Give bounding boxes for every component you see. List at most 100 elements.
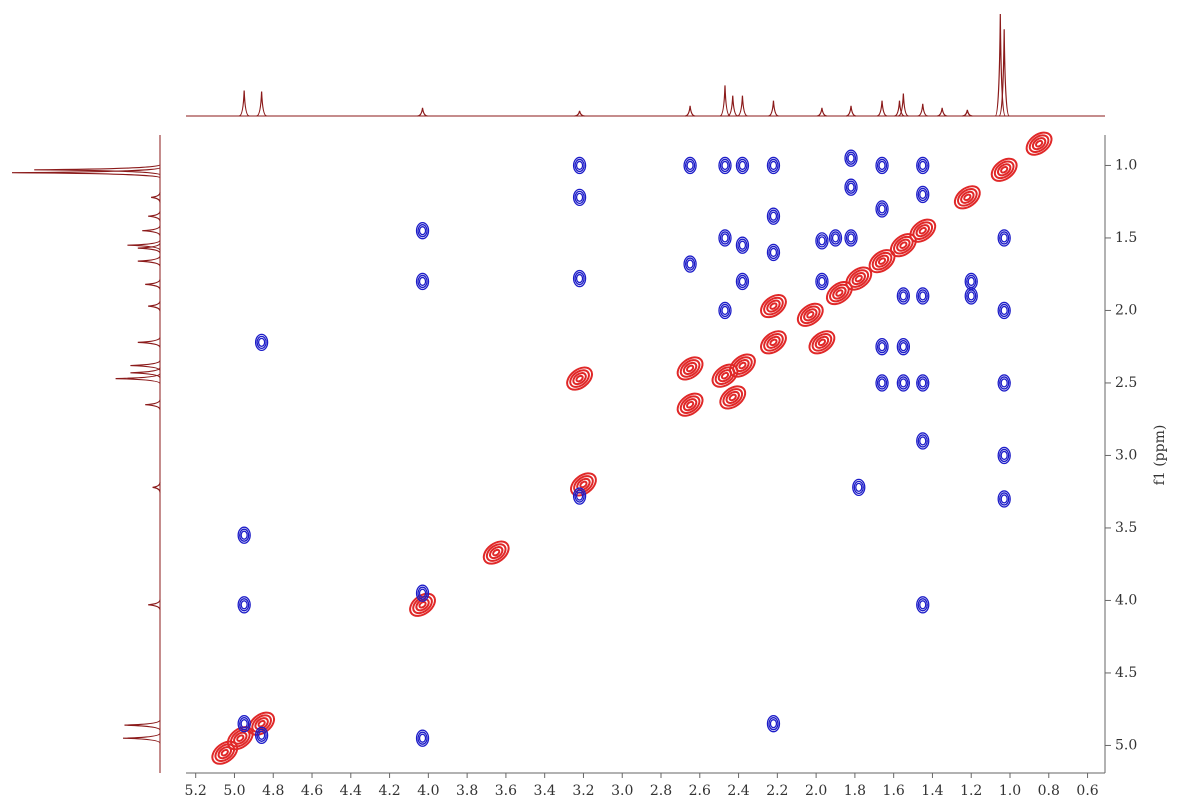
contour (737, 274, 748, 289)
x-tick-label: 1.6 (883, 783, 905, 799)
contour (899, 378, 908, 388)
cross-peak (875, 338, 889, 356)
contour (766, 156, 781, 175)
contour (676, 392, 704, 417)
contour (828, 229, 843, 247)
contour (814, 335, 830, 349)
contour (1000, 378, 1008, 388)
contour (766, 207, 781, 225)
contour (845, 266, 873, 291)
left-projection-peak (142, 225, 161, 236)
contour (816, 234, 828, 248)
cross-peak (916, 287, 930, 305)
cross-peak (683, 156, 697, 175)
contour (728, 393, 737, 402)
contour (830, 231, 841, 245)
contour (845, 231, 857, 245)
contour (796, 302, 824, 327)
contour (488, 546, 504, 560)
contour (237, 596, 251, 614)
cross-peak (896, 338, 911, 356)
contour (574, 489, 585, 503)
diagonal-peak (211, 740, 239, 765)
contour (898, 376, 909, 390)
contour (256, 728, 267, 742)
contour (738, 361, 747, 370)
cross-peak (415, 272, 430, 291)
contour (737, 238, 748, 252)
contour (575, 491, 584, 501)
left-projection-peak (11, 167, 161, 179)
diagonal-peak (1025, 131, 1053, 156)
cross-peak (875, 156, 889, 175)
contour (575, 374, 584, 383)
contour (999, 376, 1010, 390)
contour (418, 733, 427, 743)
top-projection-peak (917, 103, 928, 117)
cross-peak (997, 490, 1011, 508)
contour (768, 209, 779, 223)
contour (844, 178, 858, 196)
x-tick-label: 4.4 (340, 783, 362, 799)
contour (574, 271, 585, 286)
left-projection-peak (137, 242, 161, 254)
contour (878, 378, 886, 388)
contour (679, 359, 701, 378)
contour (575, 160, 584, 171)
y-tick-label: 4.5 (1115, 665, 1137, 681)
contour (760, 330, 787, 355)
contour (966, 289, 977, 303)
contour (684, 257, 696, 271)
contour (415, 272, 430, 291)
contour (917, 289, 928, 303)
contour (967, 291, 975, 301)
cross-peak (572, 487, 587, 505)
contour (233, 731, 248, 745)
cross-peak (415, 584, 430, 602)
left-projection-peak (145, 399, 161, 410)
contour (240, 530, 248, 540)
contour (760, 294, 787, 319)
contour (735, 156, 750, 175)
y-tick-label: 4.0 (1115, 592, 1137, 608)
top-projection-peak (727, 95, 738, 117)
contour (415, 584, 430, 602)
contour (999, 448, 1010, 463)
contour (769, 719, 778, 729)
cross-peak (916, 185, 930, 204)
cross-peak (997, 446, 1011, 465)
cross-peak (735, 236, 750, 254)
contour (918, 226, 927, 235)
contour (768, 158, 779, 173)
contour (999, 231, 1010, 245)
contour (685, 364, 695, 373)
contour (684, 158, 696, 173)
contour (855, 482, 863, 493)
contour (570, 472, 597, 497)
left-projection-peak (127, 239, 161, 251)
cross-peak (683, 255, 697, 273)
cross-peak (766, 156, 781, 175)
cross-peak (997, 301, 1011, 320)
x-tick-label: 2.8 (650, 783, 672, 799)
contour (919, 291, 927, 301)
contour (915, 224, 930, 238)
contour (806, 311, 815, 319)
contour (803, 308, 818, 322)
contour (844, 229, 858, 247)
cross-peak (964, 287, 978, 305)
contour (1000, 494, 1008, 504)
contour (738, 160, 747, 171)
x-tick-label: 5.0 (223, 783, 245, 799)
contour (766, 715, 781, 733)
contour (679, 395, 701, 415)
y-tick-label: 1.0 (1115, 157, 1137, 173)
top-projection-peak (876, 100, 888, 117)
contour (574, 190, 585, 205)
contour (1000, 450, 1008, 461)
contour (1025, 131, 1053, 156)
top-projection-peak (894, 100, 905, 117)
left-projection-peak (130, 360, 161, 371)
diagonal-peak (953, 185, 981, 210)
